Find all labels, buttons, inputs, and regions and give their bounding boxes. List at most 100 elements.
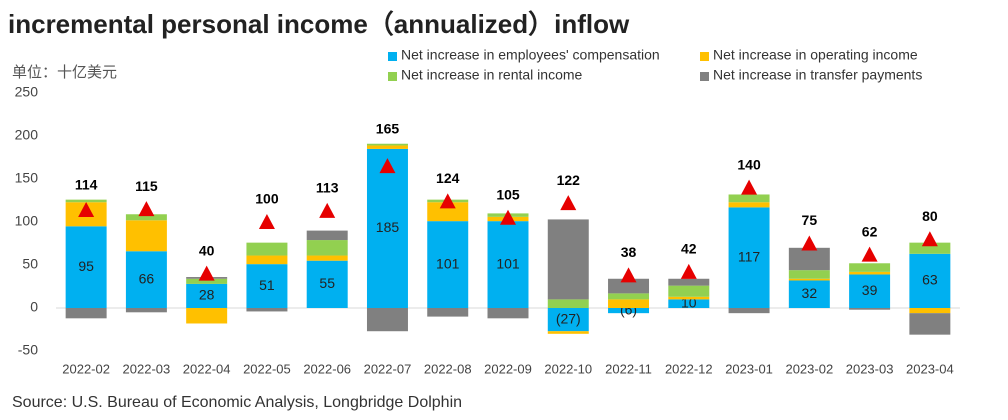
- value-label: 32: [802, 285, 818, 301]
- bar-segment: [65, 308, 107, 319]
- value-label: 63: [922, 272, 938, 288]
- x-tick-label: 2022-09: [484, 361, 532, 376]
- total-label: 80: [922, 208, 938, 224]
- bar-segment: [788, 270, 830, 279]
- bar-segment: [668, 299, 710, 308]
- bar-segment: [65, 199, 107, 203]
- total-label: 113: [316, 180, 339, 196]
- y-tick-label: 100: [15, 213, 39, 229]
- bar-segment: [366, 148, 408, 308]
- bar-segment: [849, 271, 891, 275]
- total-marker: [620, 267, 637, 283]
- x-tick-label: 2022-11: [605, 361, 652, 376]
- value-label: 66: [139, 270, 155, 286]
- y-tick-label: 0: [30, 299, 38, 315]
- legend-label: Net increase in employees' compensation: [401, 47, 660, 63]
- bar-segment: [788, 247, 830, 271]
- bar-segment: [186, 308, 228, 324]
- total-label: 114: [75, 176, 98, 192]
- bar-segment: [427, 308, 469, 317]
- bar-segment: [427, 202, 469, 222]
- bar-segment: [246, 242, 288, 256]
- total-marker: [680, 263, 697, 279]
- x-tick-label: 2022-08: [424, 361, 472, 376]
- bar-segment: [547, 308, 589, 332]
- value-label: 39: [862, 282, 878, 298]
- x-tick-label: 2022-06: [303, 361, 351, 376]
- bar-segment: [909, 308, 951, 314]
- bar-segment: [728, 207, 770, 308]
- bar-segment: [849, 263, 891, 272]
- x-tick-label: 2023-01: [725, 361, 773, 376]
- total-marker: [801, 235, 818, 251]
- bar-segment: [909, 313, 951, 335]
- x-tick-label: 2022-12: [665, 361, 713, 376]
- bar-segment: [125, 214, 167, 221]
- value-label: 28: [199, 287, 215, 303]
- bar-segment: [125, 251, 167, 308]
- source: Source: U.S. Bureau of Economic Analysis…: [12, 394, 462, 411]
- x-tick-label: 2022-07: [364, 361, 412, 376]
- bar-segment: [668, 296, 710, 300]
- total-label: 62: [862, 223, 878, 239]
- bar-segment: [186, 278, 228, 284]
- bar-segment: [306, 230, 348, 241]
- total-label: 38: [621, 244, 637, 260]
- total-marker: [861, 246, 878, 262]
- bar-segment: [306, 260, 348, 308]
- bar-segment: [668, 285, 710, 297]
- bar-segment: [668, 278, 710, 286]
- legend-label: Net increase in transfer payments: [713, 67, 922, 83]
- bar-segment: [366, 145, 408, 149]
- total-label: 75: [802, 212, 818, 228]
- x-tick-label: 2022-02: [62, 361, 110, 376]
- value-label: 101: [436, 255, 460, 271]
- bar-segment: [65, 226, 107, 308]
- x-tick-label: 2022-04: [183, 361, 231, 376]
- total-marker: [439, 193, 456, 209]
- bar-segment: [306, 240, 348, 256]
- total-marker: [198, 265, 215, 281]
- bar-segment: [909, 242, 951, 254]
- total-label: 105: [496, 186, 520, 202]
- value-label: 55: [319, 275, 335, 291]
- total-label: 42: [681, 241, 697, 257]
- bar-segment: [125, 220, 167, 252]
- x-tick-label: 2023-02: [785, 361, 833, 376]
- total-label: 122: [557, 172, 581, 188]
- bar-segment: [788, 280, 830, 308]
- x-tick-label: 2022-10: [544, 361, 592, 376]
- total-marker: [500, 209, 516, 225]
- y-tick-label: 50: [22, 256, 38, 272]
- total-marker: [138, 201, 155, 217]
- bar-segment: [849, 274, 891, 308]
- total-label: 140: [737, 156, 761, 172]
- total-label: 115: [135, 178, 158, 194]
- bar-segment: [608, 278, 650, 294]
- value-label: (27): [556, 310, 581, 326]
- legend-swatch: [700, 52, 709, 61]
- bar-segment: [547, 331, 589, 334]
- bar-segment: [608, 308, 650, 314]
- total-label: 165: [376, 120, 400, 136]
- bar-segment: [246, 255, 288, 265]
- legend-swatch: [388, 52, 397, 61]
- legend-swatch: [388, 72, 397, 81]
- bar-segment: [728, 202, 770, 208]
- bar-segment: [849, 308, 891, 310]
- bar-segment: [728, 194, 770, 203]
- bar-segment: [547, 219, 589, 300]
- value-label: 95: [78, 258, 94, 274]
- y-tick-label: 200: [15, 127, 39, 143]
- bar-segment: [125, 308, 167, 313]
- value-label: 101: [496, 255, 520, 271]
- x-tick-label: 2023-03: [846, 361, 894, 376]
- value-label: 117: [738, 248, 761, 264]
- bar-segment: [487, 308, 529, 319]
- y-tick-label: -50: [18, 342, 38, 358]
- total-label: 124: [436, 170, 460, 186]
- bar-segment: [728, 308, 770, 314]
- total-label: 40: [199, 242, 215, 258]
- bar-segment: [788, 278, 830, 281]
